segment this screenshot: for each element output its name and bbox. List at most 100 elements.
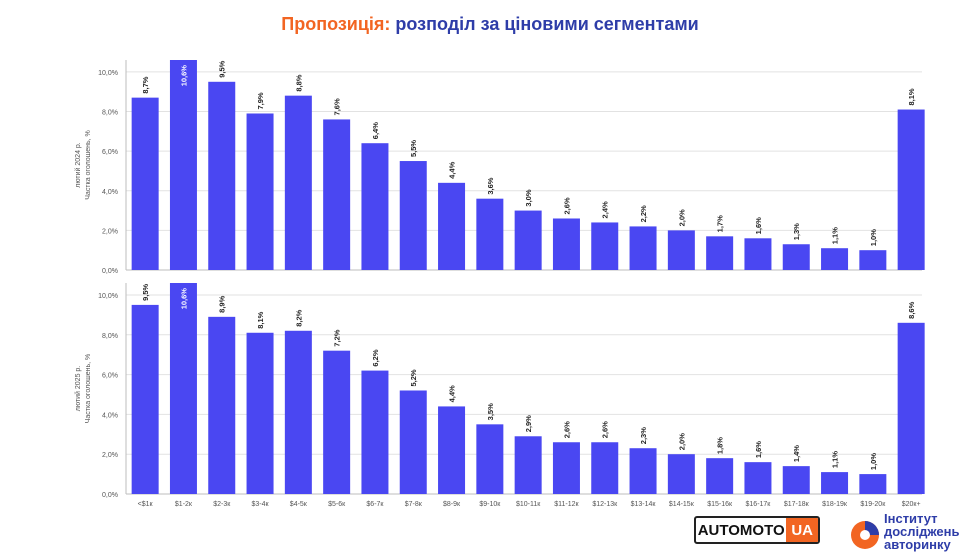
bar (514, 436, 542, 494)
x-tick-label: $20к+ (902, 501, 921, 508)
x-tick-label: $12-13к (592, 501, 618, 508)
y-tick-label: 0,0% (102, 492, 118, 499)
x-tick-label: <$1к (138, 501, 154, 508)
chart-title-rest: розподіл за ціновими сегментами (395, 14, 699, 34)
data-label: 2,3% (639, 427, 648, 444)
y-tick-label: 4,0% (102, 412, 118, 419)
data-label: 8,6% (907, 301, 916, 318)
data-label: 2,2% (639, 205, 648, 222)
institute-logo-line-1: Інститут (884, 511, 938, 526)
bar (246, 113, 274, 270)
x-tick-label: $14-15к (669, 501, 695, 508)
data-label: 7,6% (333, 98, 342, 115)
data-label: 8,1% (256, 311, 265, 328)
bar (667, 454, 695, 494)
y-tick-label: 6,0% (102, 373, 118, 380)
bar (744, 462, 772, 494)
y-tick-label: 2,0% (102, 452, 118, 459)
automoto-logo-accent: UA (786, 518, 818, 542)
chart-panel-1: 0,0% 2,0% 4,0% 6,0% 8,0% 10,0% лютий 2024 р. Ча… (74, 60, 925, 275)
data-label: 8,9% (218, 295, 227, 312)
bar (514, 210, 542, 270)
y-axis-label: Частка оголошень, % (85, 354, 92, 424)
x-tick-label: $5-6к (328, 501, 346, 508)
bar (476, 424, 504, 494)
bar (897, 109, 925, 270)
data-label: 1,0% (869, 453, 878, 470)
data-label: 5,5% (409, 140, 418, 157)
data-label: 1,1% (831, 451, 840, 468)
bar (552, 218, 580, 270)
bar (821, 472, 849, 494)
data-label: 8,1% (907, 88, 916, 105)
bar (782, 244, 810, 270)
bar (859, 250, 887, 270)
chart-title: Пропозиція: розподіл за ціновими сегмент… (0, 14, 980, 35)
data-label: 8,8% (294, 74, 303, 91)
bar (552, 442, 580, 494)
bar (284, 95, 312, 271)
bar (438, 182, 466, 270)
x-tick-label: $18-19к (822, 501, 848, 508)
x-tick-label: $1-2к (175, 501, 193, 508)
y-tick-label: 8,0% (102, 333, 118, 340)
data-label: 4,4% (448, 385, 457, 402)
x-tick-label: $16-17к (746, 501, 772, 508)
x-tick-label: $8-9к (443, 501, 461, 508)
bar (323, 350, 351, 494)
data-label: 9,5% (218, 60, 227, 77)
bar (323, 119, 351, 270)
data-label: 1,0% (869, 229, 878, 246)
automoto-logo-main: AUTOMOTO (697, 521, 785, 539)
x-tick-label: $9-10к (479, 501, 501, 508)
bar (744, 238, 772, 270)
data-label: 1,3% (792, 223, 801, 240)
y-axis-label: лютий 2025 р. (74, 366, 82, 412)
x-tick-label: $15-16к (707, 501, 733, 508)
chart-title-highlight: Пропозиція: (281, 14, 391, 34)
bar (208, 316, 236, 494)
institute-logo-icon (851, 521, 879, 549)
data-label: 1,6% (754, 441, 763, 458)
bar (897, 322, 925, 494)
bar (706, 236, 734, 270)
y-tick-label: 10,0% (98, 70, 118, 77)
data-label: 2,0% (677, 433, 686, 450)
chart-panel-2: 0,0% 2,0% 4,0% 6,0% 8,0% 10,0% лютий 2025 р. Ча… (74, 283, 925, 508)
bar (131, 97, 159, 270)
data-label: 5,2% (409, 369, 418, 386)
data-label: 9,5% (141, 283, 150, 300)
data-label: 6,4% (371, 122, 380, 139)
bar (399, 161, 427, 270)
x-tick-label: $3-4к (252, 501, 270, 508)
bar (706, 458, 734, 494)
bar (284, 330, 312, 494)
data-label: 8,2% (294, 309, 303, 326)
data-label: 4,4% (448, 161, 457, 178)
bar (821, 248, 849, 270)
bar (476, 198, 504, 270)
x-tick-label: $2-3к (213, 501, 231, 508)
data-label: 2,6% (562, 421, 571, 438)
data-label: 2,4% (601, 201, 610, 218)
bar (629, 448, 657, 494)
x-tick-label: $17-18к (784, 501, 810, 508)
y-tick-label: 4,0% (102, 189, 118, 196)
data-label: 1,7% (716, 215, 725, 232)
data-label: 1,8% (716, 437, 725, 454)
x-tick-label: $13-14к (631, 501, 657, 508)
bar (169, 60, 197, 270)
bar (591, 442, 619, 494)
bar (246, 332, 274, 494)
data-label: 3,5% (486, 403, 495, 420)
x-tick-label: $4-5к (290, 501, 308, 508)
data-label: 10,6% (179, 288, 188, 310)
data-label: 6,2% (371, 349, 380, 366)
data-label: 7,2% (333, 329, 342, 346)
data-label: 1,6% (754, 217, 763, 234)
data-label: 2,0% (677, 209, 686, 226)
data-label: 3,0% (524, 189, 533, 206)
x-tick-label: $7-8к (405, 501, 423, 508)
y-tick-label: 6,0% (102, 149, 118, 156)
